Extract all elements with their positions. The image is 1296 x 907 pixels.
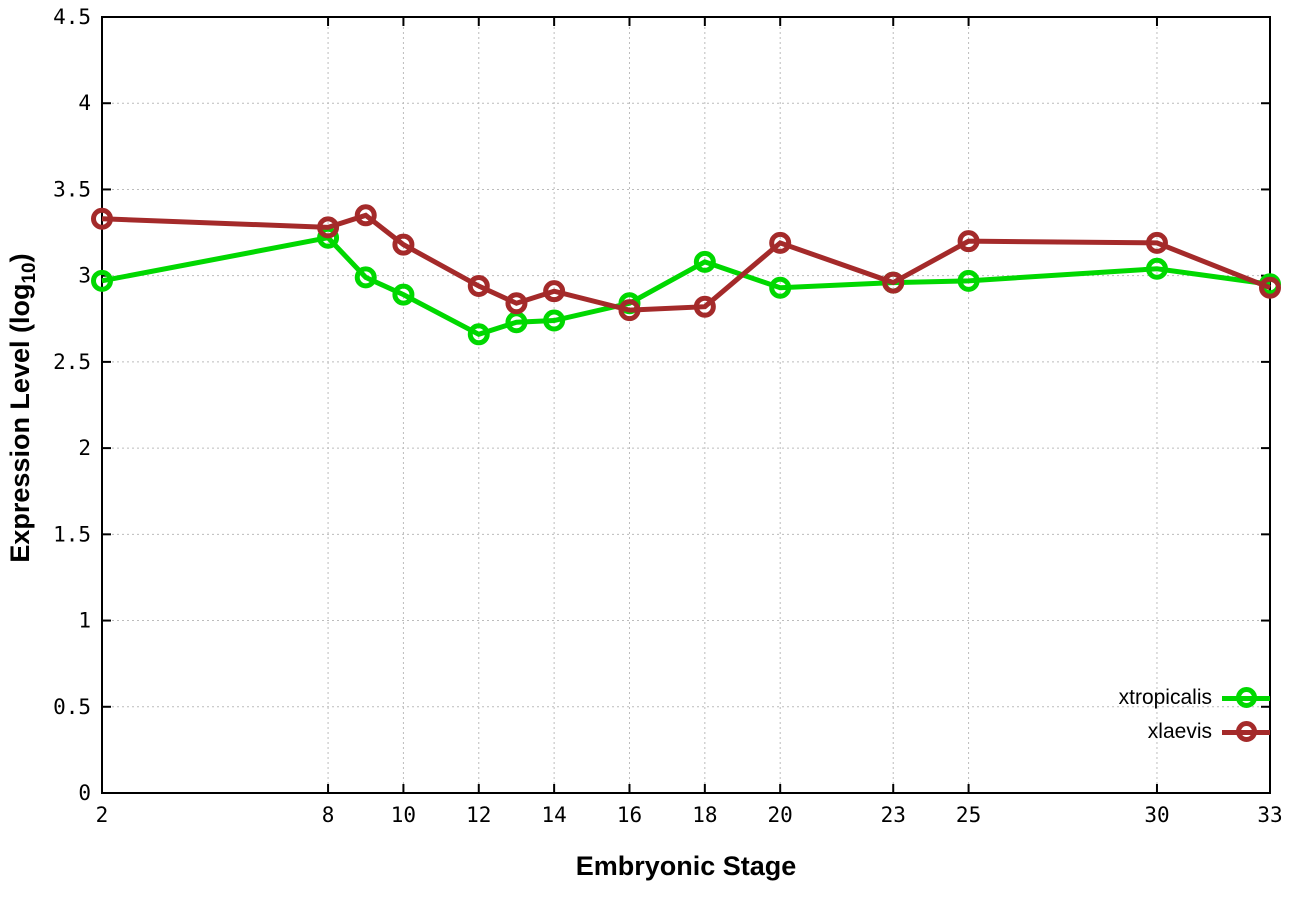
series-marker-xtropicalis bbox=[543, 309, 566, 332]
legend-sample-xtropicalis bbox=[1222, 687, 1270, 709]
x-tick-label: 14 bbox=[541, 803, 566, 827]
legend-label-xtropicalis: xtropicalis bbox=[1118, 686, 1212, 709]
y-tick-label: 3 bbox=[78, 264, 91, 288]
series-marker-xlaevis bbox=[467, 275, 490, 298]
x-tick-label: 8 bbox=[322, 803, 335, 827]
x-tick-label: 18 bbox=[692, 803, 717, 827]
x-tick-label: 33 bbox=[1257, 803, 1282, 827]
series-marker-xlaevis bbox=[392, 233, 415, 256]
x-tick-label: 12 bbox=[466, 803, 491, 827]
x-tick-label: 30 bbox=[1144, 803, 1169, 827]
y-tick-label: 4.5 bbox=[53, 5, 91, 29]
x-axis-title: Embryonic Stage bbox=[575, 851, 797, 881]
series-marker-xtropicalis bbox=[693, 250, 716, 273]
series-marker-xlaevis bbox=[505, 292, 528, 315]
series-marker-xlaevis bbox=[618, 299, 641, 322]
series-marker-xtropicalis bbox=[392, 283, 415, 306]
series-marker-xtropicalis bbox=[91, 269, 113, 292]
series-marker-xtropicalis bbox=[769, 276, 792, 299]
series-marker-xtropicalis bbox=[467, 323, 490, 346]
plot-border bbox=[101, 16, 1271, 794]
legend-sample-xlaevis bbox=[1222, 721, 1270, 743]
series-marker-xlaevis bbox=[317, 216, 340, 239]
series-line-xtropicalis bbox=[101, 235, 1271, 337]
y-tick-label: 4 bbox=[78, 91, 91, 115]
legend-label-xlaevis: xlaevis bbox=[1147, 720, 1212, 743]
x-tick-label: 10 bbox=[391, 803, 416, 827]
x-tick-label: 20 bbox=[768, 803, 793, 827]
x-tick-label: 16 bbox=[617, 803, 642, 827]
y-tick-label: 0.5 bbox=[53, 695, 91, 719]
series-marker-xtropicalis bbox=[957, 269, 980, 292]
y-tick-label: 1 bbox=[78, 609, 91, 633]
series-marker-xlaevis bbox=[1145, 231, 1168, 254]
y-tick-label: 2 bbox=[78, 436, 91, 460]
x-tick-label: 23 bbox=[881, 803, 906, 827]
series-marker-xtropicalis bbox=[354, 266, 377, 289]
series-marker-xlaevis bbox=[769, 231, 792, 254]
y-tick-label: 2.5 bbox=[53, 350, 91, 374]
series-line-xlaevis bbox=[101, 212, 1271, 313]
series-marker-xtropicalis bbox=[1145, 257, 1168, 280]
series-marker-xlaevis bbox=[882, 271, 905, 294]
y-tick-label: 0 bbox=[78, 781, 91, 805]
legend-entry-xtropicalis: xtropicalis bbox=[1119, 681, 1270, 715]
y-axis-title-close: ) bbox=[5, 253, 35, 263]
x-tick-label: 2 bbox=[96, 803, 109, 827]
series-marker-xlaevis bbox=[91, 207, 113, 230]
y-tick-label: 1.5 bbox=[53, 522, 91, 546]
legend-circle-marker-icon bbox=[1235, 687, 1257, 708]
legend: xtropicalis xlaevis bbox=[1119, 681, 1270, 749]
y-tick-label: 3.5 bbox=[53, 177, 91, 201]
legend-circle-marker-icon bbox=[1235, 721, 1257, 742]
x-tick-label: 25 bbox=[956, 803, 981, 827]
series-marker-xlaevis bbox=[354, 204, 377, 227]
y-axis-title: Expression Level (log10) bbox=[5, 228, 40, 588]
series-marker-xlaevis bbox=[693, 295, 716, 318]
y-axis-title-subscript: 10 bbox=[19, 262, 40, 284]
y-axis-title-main: Expression Level (log bbox=[5, 283, 35, 563]
legend-entry-xlaevis: xlaevis bbox=[1119, 715, 1270, 749]
series-marker-xlaevis bbox=[957, 230, 980, 253]
series-marker-xlaevis bbox=[1259, 276, 1281, 299]
series-marker-xlaevis bbox=[543, 280, 566, 303]
